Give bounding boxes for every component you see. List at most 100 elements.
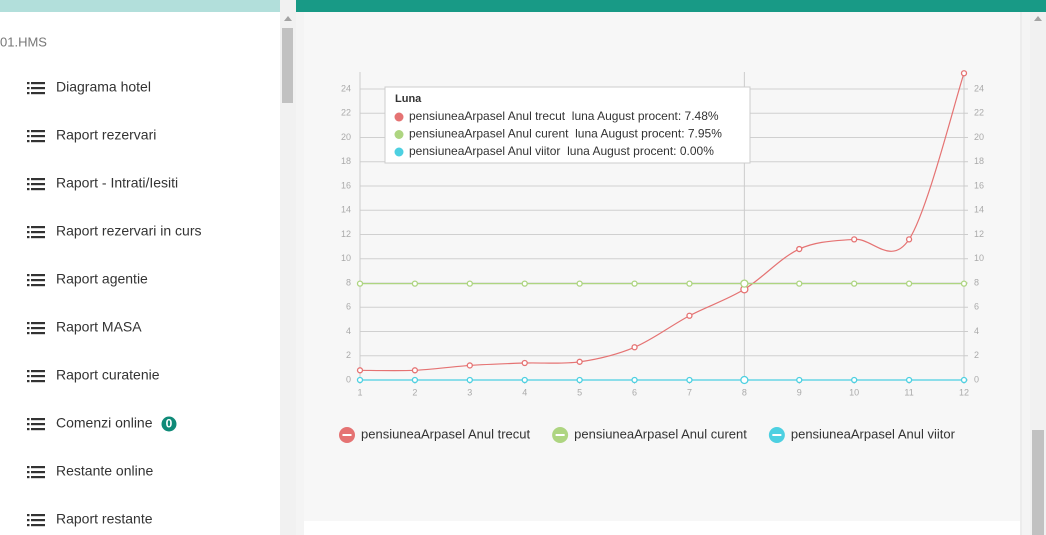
data-point[interactable] (356, 376, 364, 384)
x-tick-label: 10 (849, 387, 859, 397)
menu-item[interactable]: Diagrama hotel (27, 79, 151, 95)
scroll-arrow[interactable] (1034, 16, 1042, 21)
list-icon (27, 87, 30, 90)
main-scroll-thumb[interactable] (1032, 430, 1044, 535)
data-point[interactable] (960, 70, 968, 77)
data-point[interactable] (356, 280, 364, 287)
list-icon (31, 428, 45, 431)
menu-item[interactable]: Raport rezervari in curs (27, 223, 202, 239)
data-point[interactable] (521, 376, 528, 384)
data-point[interactable] (686, 280, 693, 287)
y-tick-label: 0 (346, 374, 351, 384)
list-icon (31, 471, 45, 474)
data-point[interactable] (356, 367, 364, 374)
y2-tick-label: 4 (974, 326, 979, 336)
data-point[interactable] (631, 344, 638, 351)
data-point[interactable] (466, 362, 473, 369)
list-icon (31, 514, 45, 517)
menu-item[interactable]: Raport rezervari (27, 127, 156, 143)
list-icon (31, 236, 45, 239)
y-tick-label: 4 (346, 326, 351, 336)
x-tick-label: 1 (357, 387, 362, 397)
data-point[interactable] (411, 280, 419, 287)
data-point[interactable] (960, 280, 968, 287)
data-point[interactable] (740, 279, 749, 288)
list-icon (27, 178, 30, 181)
list-icon (27, 418, 30, 421)
data-point[interactable] (576, 376, 583, 384)
list-icon (27, 524, 30, 527)
y2-tick-label: 18 (974, 156, 984, 166)
tooltip-swatch (394, 147, 404, 157)
tooltip-row: pensiuneaArpasel Anul trecut luna August… (409, 109, 719, 123)
list-icon (27, 140, 30, 143)
sidebar-scrollbar[interactable] (280, 0, 296, 535)
data-point[interactable] (411, 376, 419, 384)
badge (161, 416, 177, 432)
menu-label: Raport curatenie (56, 367, 160, 383)
list-icon (27, 476, 30, 479)
list-icon (31, 130, 45, 133)
menu-item[interactable]: Raport restante (27, 511, 153, 527)
chart: 0246810121416182022240246810121416182022… (339, 70, 984, 443)
data-point[interactable] (686, 376, 693, 384)
data-point[interactable] (796, 376, 803, 384)
data-point[interactable] (905, 376, 913, 384)
legend-item[interactable]: pensiuneaArpasel Anul viitor (768, 426, 956, 443)
x-tick-label: 3 (467, 387, 472, 397)
data-point[interactable] (796, 280, 803, 287)
data-point[interactable] (576, 358, 583, 365)
list-icon (31, 332, 45, 335)
data-point[interactable] (521, 359, 528, 367)
list-icon (31, 140, 45, 143)
y2-tick-label: 12 (974, 229, 984, 239)
legend-dash (555, 434, 565, 436)
menu-label: Raport agentie (56, 271, 148, 287)
data-point[interactable] (466, 280, 473, 287)
legend-item[interactable]: pensiuneaArpasel Anul trecut (339, 426, 531, 443)
data-point[interactable] (686, 312, 693, 319)
y2-tick-label: 20 (974, 132, 984, 142)
list-icon (31, 418, 45, 421)
menu-item[interactable]: Raport agentie (27, 271, 148, 287)
menu-item[interactable]: Raport MASA (27, 319, 142, 335)
menu-item[interactable]: Raport - Intrati/Iesiti (27, 175, 178, 191)
menu-label: Comenzi online (56, 415, 153, 431)
menu-label: Raport rezervari in curs (56, 223, 202, 239)
sidebar-scroll-thumb[interactable] (282, 28, 293, 103)
list-icon (31, 274, 45, 277)
main-scrollbar[interactable] (1030, 12, 1046, 535)
data-point[interactable] (631, 376, 638, 384)
y-tick-label: 20 (341, 132, 351, 142)
data-point[interactable] (905, 280, 913, 287)
list-icon (31, 178, 45, 181)
y-tick-label: 8 (346, 277, 351, 287)
data-point[interactable] (851, 376, 858, 384)
data-point[interactable] (851, 280, 858, 287)
list-icon (27, 82, 30, 85)
data-point[interactable] (466, 376, 473, 384)
legend-item[interactable]: pensiuneaArpasel Anul curent (552, 426, 747, 443)
data-point[interactable] (960, 376, 968, 384)
menu-item[interactable]: Comenzi online 0 (27, 415, 177, 432)
y2-tick-label: 0 (974, 374, 979, 384)
list-icon (31, 476, 45, 479)
list-icon (31, 135, 45, 138)
x-tick-label: 2 (412, 387, 417, 397)
y-tick-label: 16 (341, 180, 351, 190)
data-point[interactable] (740, 375, 749, 385)
x-tick-label: 6 (632, 387, 637, 397)
data-point[interactable] (905, 236, 913, 243)
data-point[interactable] (851, 236, 858, 243)
list-icon (31, 370, 45, 373)
data-point[interactable] (576, 280, 583, 287)
data-point[interactable] (631, 280, 638, 287)
data-point[interactable] (411, 367, 419, 374)
menu-item[interactable]: Raport curatenie (27, 367, 160, 383)
scroll-arrow[interactable] (284, 16, 292, 21)
data-point[interactable] (521, 280, 528, 287)
list-icon (27, 428, 30, 431)
data-point[interactable] (796, 245, 803, 253)
menu-item[interactable]: Restante online (27, 463, 154, 479)
list-icon (31, 231, 45, 234)
